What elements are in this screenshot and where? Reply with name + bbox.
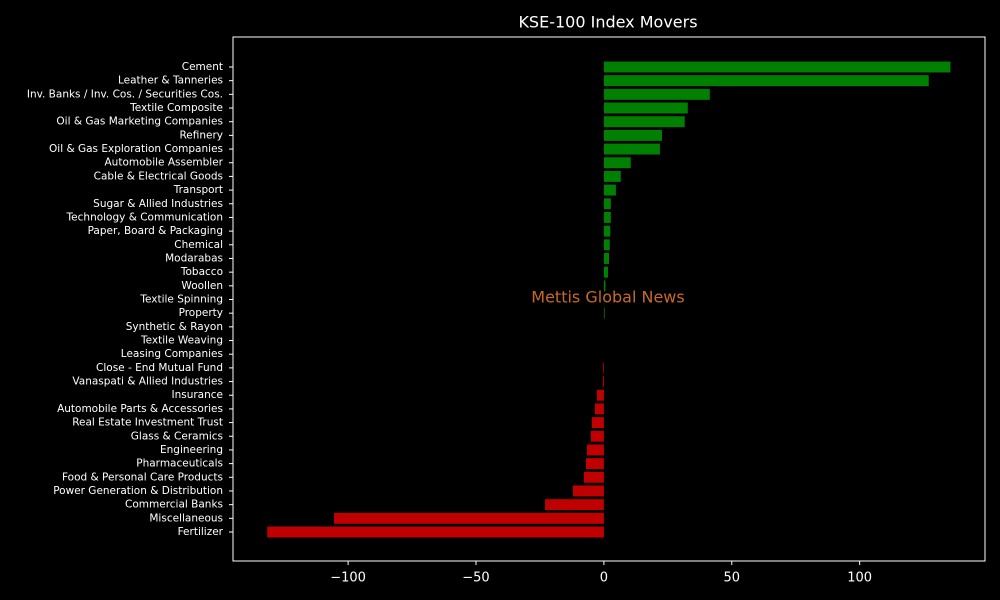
bar	[583, 471, 604, 483]
bar	[603, 157, 631, 169]
bar	[603, 61, 951, 73]
y-tick-label: Automobile Parts & Accessories	[57, 403, 223, 415]
bar	[603, 266, 608, 278]
y-tick-label: Transport	[173, 184, 223, 196]
y-tick-label: Automobile Assembler	[105, 157, 224, 169]
y-tick-label: Miscellaneous	[149, 512, 223, 524]
bar	[603, 75, 929, 87]
bar	[590, 430, 604, 442]
bar	[603, 143, 660, 155]
bar	[603, 129, 662, 141]
y-tick-label: Pharmaceuticals	[136, 458, 223, 470]
bar	[591, 417, 604, 429]
x-tick-label: 100	[847, 571, 872, 586]
y-tick-label: Refinery	[179, 129, 223, 141]
y-tick-label: Chemical	[174, 239, 223, 251]
y-tick-label: Woollen	[181, 280, 223, 292]
y-tick-label: Modarabas	[165, 252, 223, 264]
y-tick-label: Sugar & Allied Industries	[93, 198, 223, 210]
y-tick-label: Fertilizer	[178, 526, 224, 538]
x-tick-label: 0	[600, 571, 608, 586]
bar	[603, 225, 611, 237]
bar	[603, 280, 606, 292]
y-tick-label: Technology & Communication	[66, 211, 223, 223]
y-tick-label: Leasing Companies	[121, 348, 223, 360]
bar	[603, 102, 688, 114]
y-tick-label: Commercial Banks	[125, 499, 223, 511]
bar	[334, 512, 604, 524]
y-tick-label: Paper, Board & Packaging	[88, 225, 223, 237]
y-tick-label: Oil & Gas Exploration Companies	[49, 143, 223, 155]
bar	[603, 198, 611, 210]
x-tick-label: 50	[724, 571, 741, 586]
y-tick-label: Inv. Banks / Inv. Cos. / Securities Cos.	[27, 88, 223, 100]
watermark: Mettis Global News	[531, 288, 684, 307]
bar	[603, 239, 610, 251]
bar	[603, 362, 604, 374]
bar	[585, 458, 604, 470]
x-tick-label: −50	[462, 571, 489, 586]
bar	[603, 116, 685, 128]
bar	[545, 499, 604, 511]
y-tick-label: Glass & Ceramics	[131, 430, 223, 442]
y-tick-label: Property	[179, 307, 223, 319]
y-tick-label: Textile Composite	[129, 102, 223, 114]
y-tick-label: Oil & Gas Marketing Companies	[56, 116, 223, 128]
y-tick-label: Textile Spinning	[139, 294, 223, 306]
y-tick-label: Real Estate Investment Trust	[72, 417, 223, 429]
bar	[587, 444, 604, 456]
y-tick-label: Cement	[182, 61, 223, 73]
y-tick-label: Engineering	[160, 444, 223, 456]
bar	[603, 88, 710, 100]
bar	[572, 485, 604, 497]
bar	[603, 307, 605, 319]
y-tick-label: Food & Personal Care Products	[62, 471, 223, 483]
bar	[602, 376, 604, 388]
y-tick-label: Insurance	[171, 389, 223, 401]
y-tick-label: Cable & Electrical Goods	[94, 170, 223, 182]
bar	[603, 253, 609, 264]
y-tick-label: Synthetic & Rayon	[126, 321, 223, 333]
bar	[594, 403, 604, 415]
y-tick-label: Leather & Tanneries	[118, 75, 223, 87]
y-tick-label: Power Generation & Distribution	[53, 485, 223, 497]
bar	[596, 389, 604, 401]
bar	[603, 184, 616, 196]
y-tick-label: Tobacco	[180, 266, 223, 278]
bar	[603, 211, 611, 223]
bar	[603, 170, 621, 182]
y-tick-label: Vanaspati & Allied Industries	[72, 376, 223, 388]
y-tick-label: Textile Weaving	[140, 335, 223, 347]
chart-title: KSE-100 Index Movers	[518, 13, 697, 32]
x-tick-label: −100	[330, 571, 366, 586]
y-tick-label: Close - End Mutual Fund	[96, 362, 223, 374]
bar	[267, 526, 604, 538]
